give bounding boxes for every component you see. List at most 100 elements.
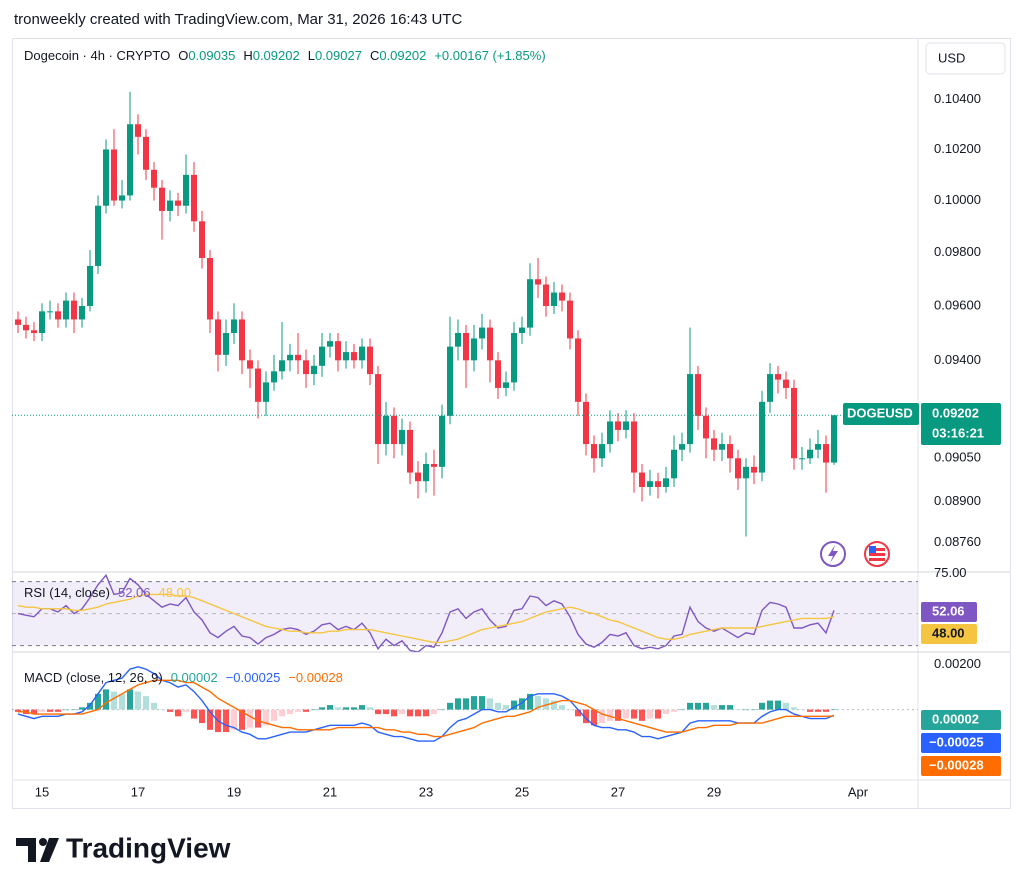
histogram-bar	[543, 698, 549, 710]
histogram-bar	[183, 709, 189, 712]
symbol-tag-label: DOGEUSD	[847, 405, 913, 420]
rsi-legend: RSI (14, close) 52.06 48.00	[24, 585, 191, 600]
candle-body	[647, 481, 653, 487]
candle-body	[535, 279, 541, 285]
candle-body	[47, 311, 53, 313]
histogram-bar	[111, 691, 117, 710]
snapshot-header: tronweekly created with TradingView.com,…	[14, 11, 462, 28]
candle-body	[295, 354, 301, 361]
histogram-bar	[719, 705, 725, 710]
last-price-label: 0.09202	[932, 405, 979, 420]
y-tick-label: 0.09400	[934, 352, 981, 367]
candle-body	[319, 346, 325, 366]
event-icons[interactable]	[820, 541, 890, 567]
currency-label[interactable]: USD	[938, 50, 965, 65]
candle-body	[255, 368, 261, 402]
candle-body	[199, 221, 205, 259]
candle-body	[231, 319, 237, 333]
histogram-bar	[815, 709, 821, 712]
histogram-bar	[703, 702, 709, 710]
histogram-bar	[759, 702, 765, 710]
candle-body	[399, 429, 405, 445]
histogram-bar	[239, 709, 245, 730]
flag-stripe	[869, 558, 885, 561]
ohlc-value: 0.09027	[315, 48, 362, 63]
histogram-bar	[663, 709, 669, 715]
series-line	[17, 573, 835, 652]
candle-body	[343, 352, 349, 361]
histogram-bar	[599, 709, 605, 724]
histogram-bar	[263, 709, 269, 726]
x-tick-label: 29	[707, 784, 721, 799]
histogram-bar	[823, 709, 829, 712]
macd-value: −0.00025	[226, 670, 281, 685]
histogram-bar	[655, 709, 661, 719]
histogram-bar	[127, 689, 133, 710]
histogram-bar	[519, 698, 525, 710]
histogram-bar	[295, 709, 301, 712]
candle-body	[287, 354, 293, 361]
rsi-pane	[12, 573, 918, 652]
candle-body	[455, 332, 461, 347]
candle-body	[783, 379, 789, 388]
logo-dot	[39, 838, 47, 846]
y-tick-label: 75.00	[934, 565, 967, 580]
ohlc-letter: C	[370, 48, 379, 63]
histogram-bar	[151, 702, 157, 710]
lightning-bolt	[828, 545, 838, 563]
histogram-bar	[431, 709, 437, 715]
macd-legend: MACD (close, 12, 26, 9) 0.00002 −0.00025 −0…	[24, 670, 343, 685]
histogram-bar	[415, 709, 421, 717]
histogram-bar	[375, 709, 381, 715]
histogram-bar	[679, 709, 685, 711]
histogram-bar	[39, 709, 45, 712]
candle-body	[351, 352, 357, 361]
currency-button[interactable]	[925, 42, 1006, 75]
candle-body	[159, 187, 165, 211]
candle-body	[127, 124, 133, 196]
histogram-bar	[167, 709, 173, 712]
histogram-bar	[503, 705, 509, 710]
brand-name: TradingView	[66, 832, 231, 863]
histogram-bar	[303, 709, 309, 712]
candle-body	[703, 415, 709, 439]
candle-body	[151, 169, 157, 188]
histogram-bar	[55, 709, 61, 712]
histogram-bar	[103, 689, 109, 710]
candle-body	[175, 200, 181, 206]
candle-body	[79, 305, 85, 320]
histogram-bar	[559, 705, 565, 710]
candle-body	[335, 341, 341, 361]
y-tick-label: 0.10200	[934, 141, 981, 156]
rsi-ma-tag-label: 48.00	[932, 625, 965, 640]
x-tick-label: 15	[35, 784, 49, 799]
candle-body	[727, 444, 733, 459]
rsi-ma-value: 48.00	[159, 585, 192, 600]
series-line	[17, 666, 835, 742]
price-pane	[12, 91, 918, 537]
candle-body	[223, 332, 229, 355]
candle-body	[687, 374, 693, 445]
histogram-bar	[343, 707, 349, 710]
y-tick-label: 0.08900	[934, 493, 981, 508]
candle-body	[279, 360, 285, 372]
candle-body	[407, 429, 413, 473]
candle-body	[215, 319, 221, 355]
histogram-bar	[367, 707, 373, 710]
rsi-title: RSI (14, close)	[24, 585, 110, 600]
candle-body	[655, 481, 661, 487]
candle-body	[15, 319, 21, 325]
histogram-bar	[351, 707, 357, 710]
signal-tag	[921, 756, 1001, 776]
histogram-bar	[775, 700, 781, 710]
histogram-bar	[527, 693, 533, 710]
candle-body	[239, 319, 245, 361]
candle-body	[775, 374, 781, 380]
histogram-bar	[487, 698, 493, 710]
candle-body	[791, 387, 797, 459]
candle-body	[487, 327, 493, 361]
histogram-bar	[327, 705, 333, 710]
histogram-bar	[439, 709, 445, 711]
histogram-bar	[159, 709, 165, 711]
